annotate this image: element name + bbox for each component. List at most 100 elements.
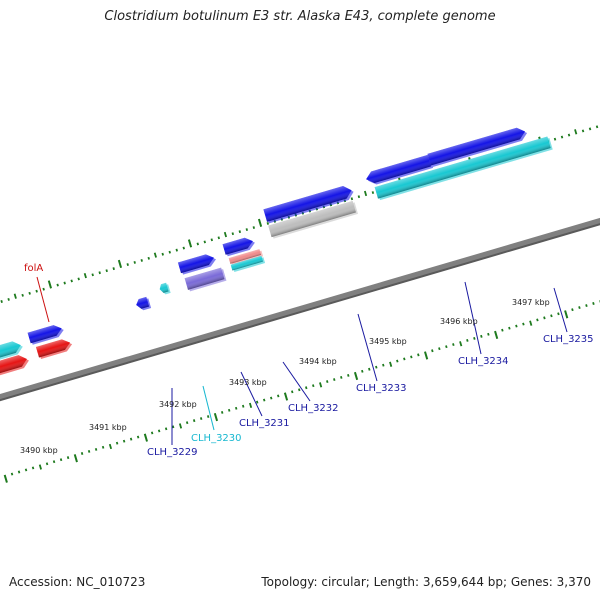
lower-tick bbox=[192, 419, 196, 423]
upper-tick bbox=[35, 289, 38, 293]
lower-tick bbox=[291, 390, 294, 394]
lower-tick bbox=[108, 443, 113, 450]
gene-label-clh-3233[interactable]: CLH_3233 bbox=[356, 383, 407, 394]
lower-tick bbox=[487, 332, 490, 336]
map-title: Clostridium botulinum E3 str. Alaska E43… bbox=[104, 9, 496, 24]
gene-clh-3232-pink bbox=[228, 249, 264, 266]
lower-tick bbox=[515, 324, 518, 328]
lower-tick bbox=[396, 359, 399, 363]
lower-tick bbox=[129, 437, 133, 441]
upper-tick bbox=[588, 127, 592, 131]
lower-tick bbox=[368, 367, 371, 371]
lower-tick bbox=[164, 427, 168, 431]
gene-clh-3234-cyan bbox=[374, 136, 553, 201]
lower-tick bbox=[536, 318, 539, 322]
lower-tick bbox=[94, 447, 98, 451]
gene-red-2 bbox=[35, 339, 73, 359]
gene-clh-3233-gray bbox=[268, 200, 358, 239]
upper-tick bbox=[210, 238, 214, 242]
upper-tick bbox=[161, 252, 164, 256]
lower-tick bbox=[508, 326, 511, 330]
upper-tick bbox=[7, 297, 10, 301]
lower-tick bbox=[445, 345, 448, 349]
lower-tick bbox=[101, 445, 105, 449]
lower-tick bbox=[24, 468, 28, 472]
gene-red-left-shading bbox=[0, 355, 27, 378]
upper-tick bbox=[567, 133, 571, 137]
lower-tick bbox=[122, 439, 126, 443]
upper-tick bbox=[140, 258, 143, 262]
upper-tick bbox=[257, 218, 263, 227]
lower-tick bbox=[592, 302, 595, 305]
upper-tick bbox=[47, 280, 52, 289]
lower-tick bbox=[529, 320, 533, 326]
upper-tick bbox=[574, 129, 578, 135]
kbp-label-3497: 3497 kbp bbox=[512, 298, 550, 307]
gene-clh-3231b bbox=[184, 267, 227, 292]
lower-tick bbox=[136, 435, 140, 439]
lower-tick bbox=[480, 334, 483, 338]
upper-tick bbox=[203, 240, 207, 244]
lower-tick bbox=[382, 363, 385, 367]
lower-tick bbox=[255, 400, 259, 404]
kbp-label-3490: 3490 kbp bbox=[20, 446, 58, 455]
lower-tick bbox=[199, 417, 203, 421]
upper-tick bbox=[21, 293, 24, 297]
gene-label-clh-3230[interactable]: CLH_3230 bbox=[191, 433, 242, 444]
lower-tick bbox=[248, 402, 253, 409]
upper-tick bbox=[153, 252, 157, 258]
upper-tick bbox=[350, 197, 354, 201]
lower-tick bbox=[59, 458, 63, 462]
upper-tick bbox=[245, 228, 249, 232]
gene-label-clh-3234[interactable]: CLH_3234 bbox=[458, 356, 509, 367]
lower-tick bbox=[550, 314, 553, 318]
gene-clh-3230 bbox=[159, 282, 171, 295]
lower-tick bbox=[270, 396, 273, 400]
upper-tick bbox=[117, 259, 123, 269]
gene-label-folA[interactable]: folA bbox=[24, 263, 43, 274]
lower-tick bbox=[389, 361, 393, 367]
gene-red-left bbox=[0, 355, 29, 379]
leader-line bbox=[357, 313, 378, 382]
lower-tick bbox=[347, 373, 350, 377]
gene-clh-3231b-shading bbox=[184, 267, 225, 290]
upper-tick bbox=[63, 281, 66, 285]
lower-tick bbox=[319, 382, 323, 388]
upper-tick bbox=[238, 230, 242, 234]
lower-tick bbox=[213, 412, 219, 422]
gene-label-clh-3232[interactable]: CLH_3232 bbox=[288, 403, 339, 414]
lower-tick bbox=[473, 336, 476, 340]
upper-tick bbox=[133, 261, 136, 264]
gene-clh-3232-pink-shading bbox=[228, 249, 262, 264]
upper-tick bbox=[223, 231, 228, 238]
lower-tick bbox=[452, 343, 455, 347]
gene-clh-3229-shading bbox=[136, 296, 150, 309]
gene-folA bbox=[27, 325, 64, 345]
lower-tick bbox=[459, 341, 463, 347]
gene-label-clh-3235[interactable]: CLH_3235 bbox=[543, 334, 594, 345]
gene-cyan-left bbox=[0, 341, 23, 365]
lower-tick bbox=[361, 369, 364, 373]
leader-line bbox=[202, 385, 215, 431]
upper-tick bbox=[13, 293, 17, 299]
lower-tick bbox=[333, 378, 336, 381]
upper-tick bbox=[0, 300, 3, 303]
lower-tick bbox=[438, 347, 441, 351]
gene-label-clh-3231[interactable]: CLH_3231 bbox=[239, 418, 290, 429]
lower-tick bbox=[38, 464, 42, 470]
lower-tick bbox=[87, 449, 91, 453]
upper-tick bbox=[175, 248, 178, 252]
genome-backbone bbox=[0, 208, 600, 407]
lower-tick bbox=[17, 470, 21, 474]
gene-label-clh-3229[interactable]: CLH_3229 bbox=[147, 447, 198, 458]
lower-tick bbox=[283, 392, 289, 401]
upper-tick bbox=[357, 195, 361, 199]
gene-clh-3233-gray-shading bbox=[268, 200, 356, 238]
gene-clh-3232 bbox=[222, 237, 255, 257]
upper-tick bbox=[363, 190, 368, 197]
lower-tick bbox=[178, 423, 183, 429]
lower-tick bbox=[10, 472, 14, 476]
upper-tick bbox=[196, 242, 199, 246]
gene-clh-3231 bbox=[177, 254, 217, 275]
lower-tick bbox=[410, 355, 413, 359]
